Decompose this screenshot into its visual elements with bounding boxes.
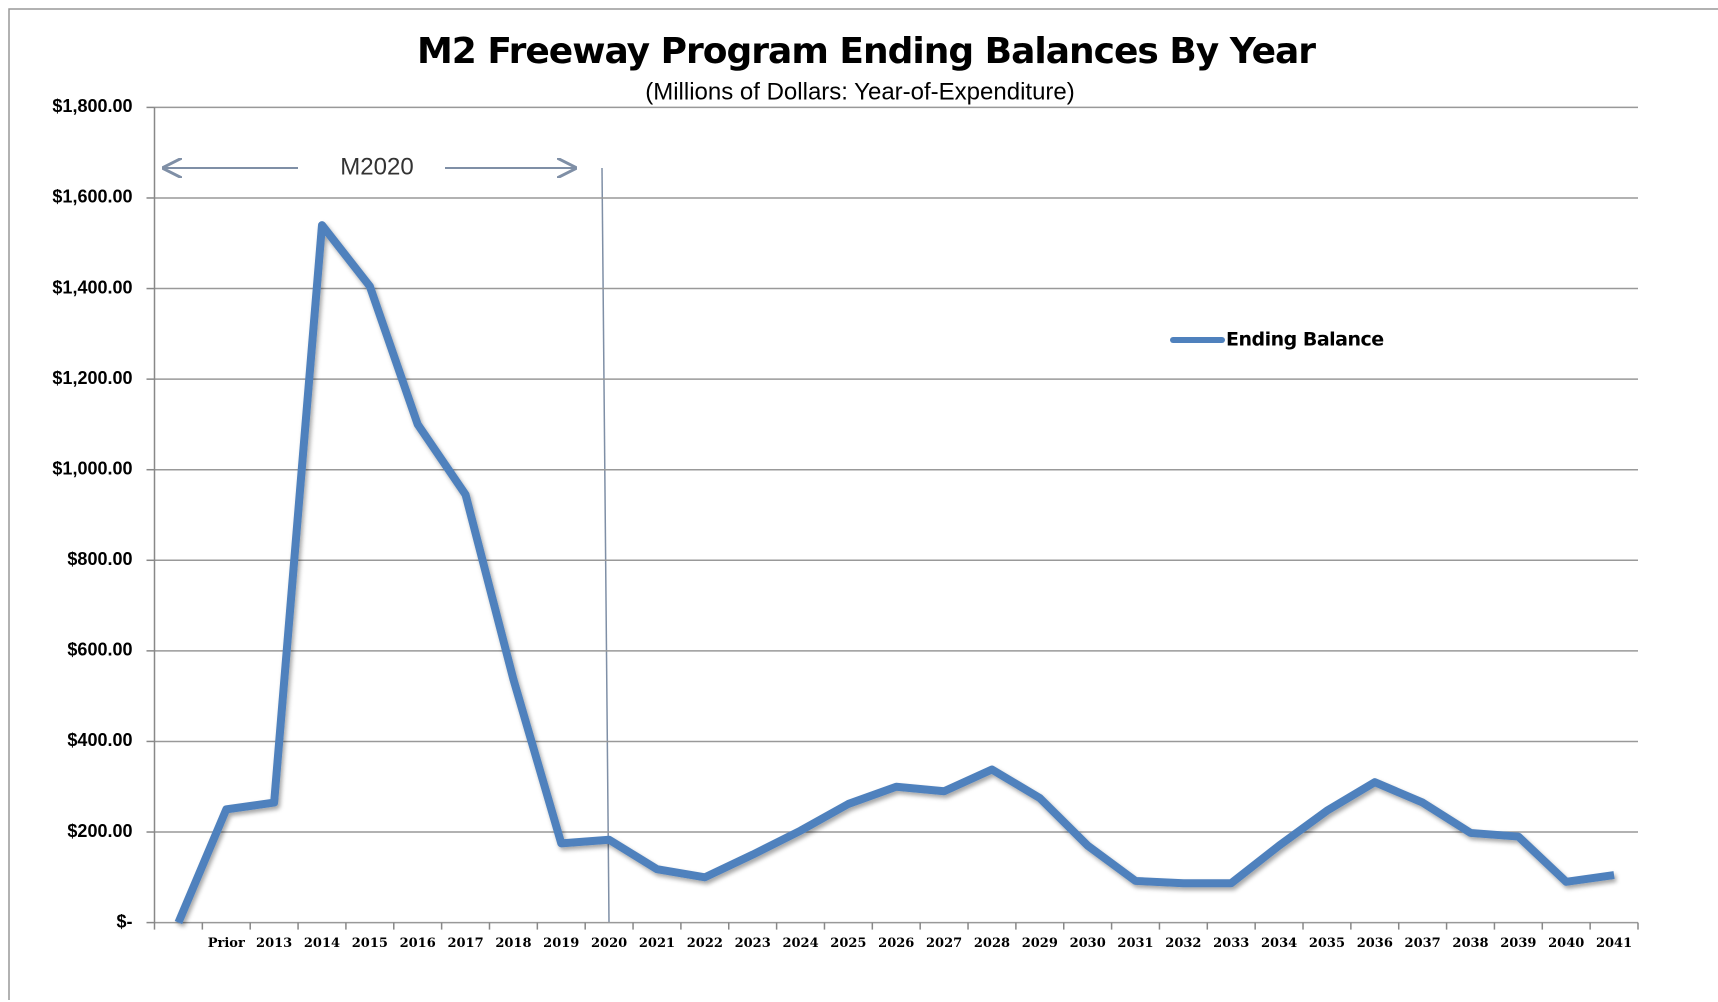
legend-label: Ending Balance <box>1226 329 1384 351</box>
data-line <box>174 221 1615 925</box>
frame <box>8 8 1718 1000</box>
x-tick-label: 2034 <box>1261 936 1297 951</box>
x-tick-label: 2031 <box>1117 936 1153 951</box>
x-tick-label: 2013 <box>256 936 292 951</box>
x-tick-label: 2020 <box>591 936 627 951</box>
x-tick-label: 2040 <box>1548 936 1584 951</box>
x-tick-label: 2033 <box>1213 936 1249 951</box>
x-tick-label: 2014 <box>304 936 340 951</box>
y-tick-label: $1,800.00 <box>52 96 132 116</box>
y-tick-label: $400.00 <box>67 730 132 750</box>
y-tick-label: $1,200.00 <box>52 368 132 388</box>
y-tick-label: $1,000.00 <box>52 458 132 478</box>
x-tick-label: 2035 <box>1309 936 1345 951</box>
y-tick-label: $1,600.00 <box>52 187 132 207</box>
chart-title: M2 Freeway Program Ending Balances By Ye… <box>417 31 1316 72</box>
x-tick-label: 2025 <box>830 936 866 951</box>
x-tick-label: 2019 <box>543 936 579 951</box>
x-tick-label: 2029 <box>1022 936 1058 951</box>
y-tick-label: $800.00 <box>67 549 132 569</box>
x-tick-label: 2023 <box>735 936 771 951</box>
x-tick-label: Prior <box>208 936 245 951</box>
y-tick-label: $600.00 <box>67 640 132 660</box>
x-tick-label: 2021 <box>639 936 675 951</box>
x-tick-label: 2027 <box>926 936 962 951</box>
x-tick-label: 2017 <box>447 936 483 951</box>
x-tick-label: 2026 <box>878 936 914 951</box>
chart-subtitle: (Millions of Dollars: Year-of-Expenditur… <box>645 78 1075 105</box>
annotation: M2020 <box>340 153 413 180</box>
x-tick-label: 2039 <box>1500 936 1536 951</box>
y-tick-label: $1,400.00 <box>52 277 132 297</box>
x-tick-label: 2028 <box>974 936 1010 951</box>
divider-line <box>601 167 610 923</box>
x-tick-label: 2037 <box>1405 936 1441 951</box>
x-tick-label: 2015 <box>352 936 388 951</box>
x-tick-label: 2036 <box>1357 936 1393 951</box>
x-tick-label: 2030 <box>1070 936 1106 951</box>
x-tick-label: 2041 <box>1596 936 1632 951</box>
x-tick-label: 2016 <box>400 936 436 951</box>
x-tick-label: 2032 <box>1165 936 1201 951</box>
y-tick-label: $- <box>116 911 132 931</box>
y-tick-label: $200.00 <box>67 821 132 841</box>
x-tick-label: 2038 <box>1452 936 1488 951</box>
x-tick-label: 2022 <box>687 936 723 951</box>
x-tick-label: 2018 <box>495 936 531 951</box>
x-tick-label: 2024 <box>782 936 818 951</box>
